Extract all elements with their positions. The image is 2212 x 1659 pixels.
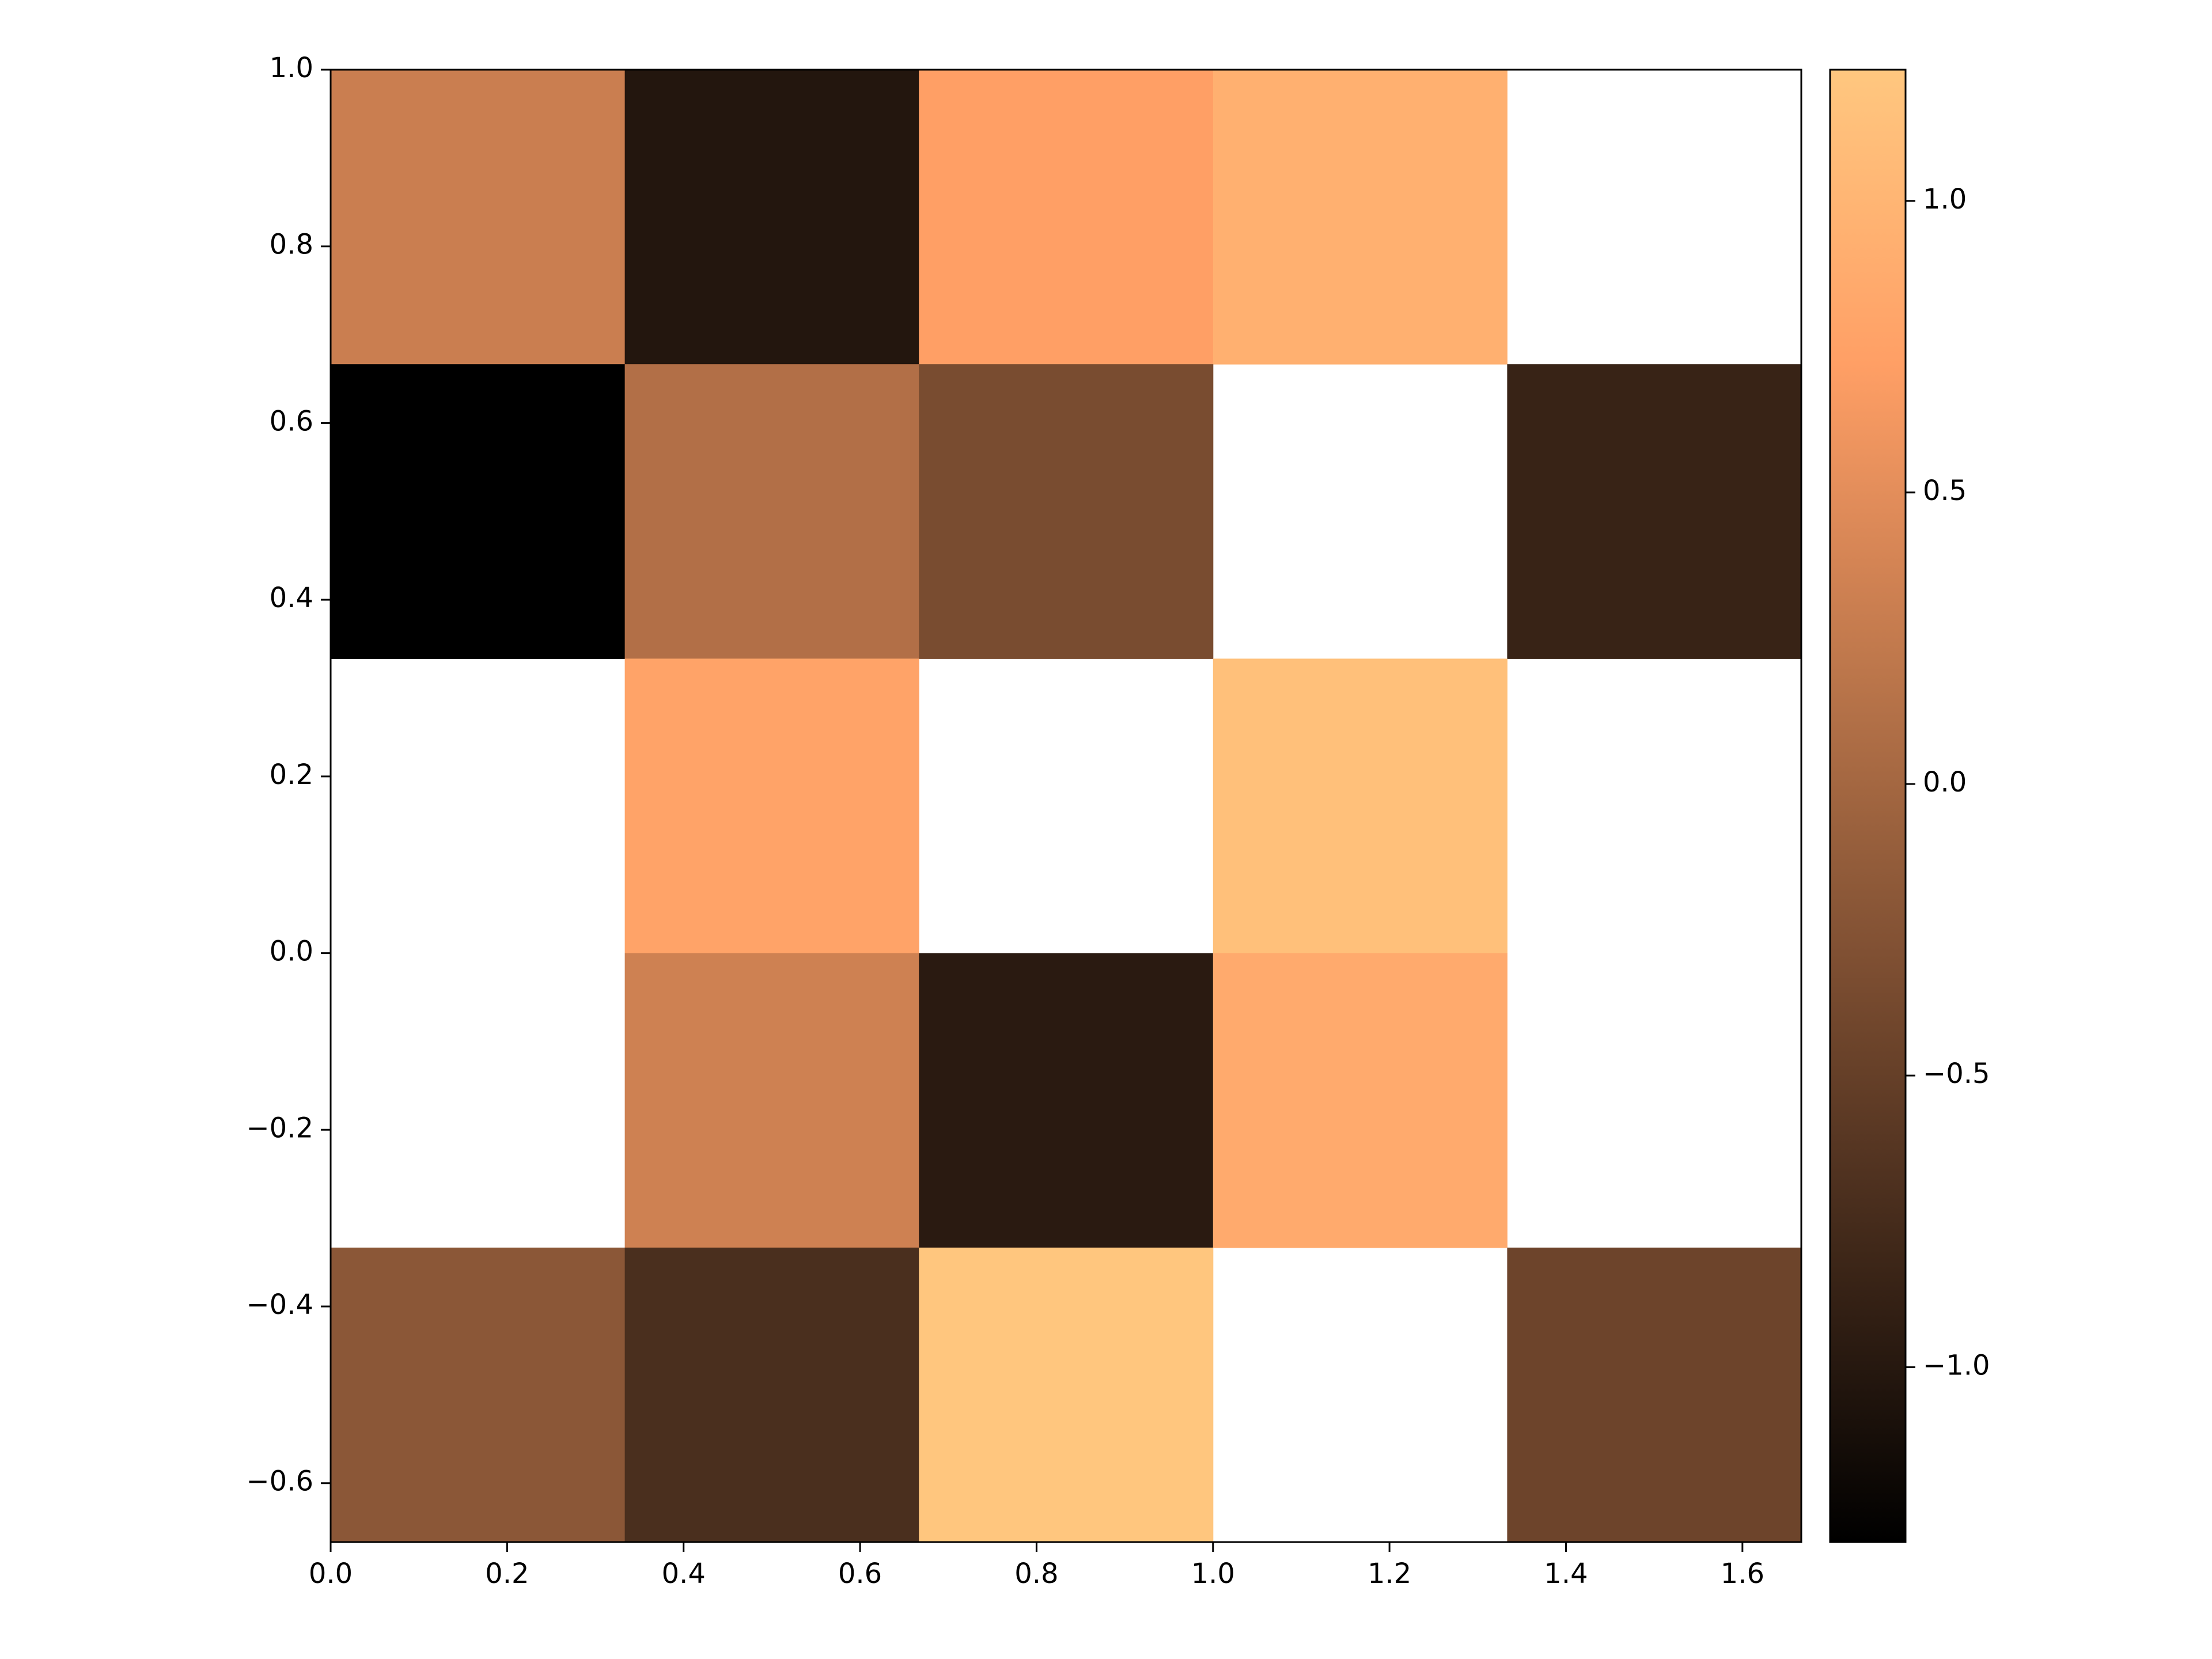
- x-tick-label: 1.4: [1544, 1558, 1588, 1590]
- heatmap-cell: [1213, 658, 1508, 954]
- x-tick-label: 1.0: [1191, 1558, 1235, 1590]
- colorbar: [1829, 69, 1907, 1543]
- colorbar-tick-label: 0.5: [1923, 475, 1967, 507]
- colorbar-tick-label: 0.0: [1923, 766, 1967, 798]
- y-tick-label: −0.2: [246, 1112, 313, 1144]
- colorbar-tick-label: 1.0: [1923, 183, 1967, 215]
- x-tick-label: 1.2: [1368, 1558, 1411, 1590]
- heatmap-cell: [919, 70, 1214, 365]
- x-tick-label: 0.0: [309, 1558, 353, 1590]
- heatmap-cell: [624, 953, 919, 1248]
- y-tick-label: −0.6: [246, 1465, 313, 1498]
- x-tick-label: 1.6: [1721, 1558, 1764, 1590]
- heatmap-cell: [624, 1247, 919, 1543]
- heatmap-cell: [919, 364, 1214, 659]
- y-tick-label: 0.8: [270, 229, 313, 261]
- heatmap-cell: [331, 70, 626, 365]
- heatmap-cell: [1213, 953, 1508, 1248]
- x-tick-label: 0.8: [1014, 1558, 1058, 1590]
- colorbar-tick-label: −0.5: [1923, 1058, 1990, 1090]
- heatmap-cell: [919, 953, 1214, 1248]
- heatmap-cell: [331, 1247, 626, 1543]
- heatmap-cell: [1507, 1247, 1802, 1543]
- heatmap-cell: [624, 658, 919, 954]
- heatmap-cell: [624, 70, 919, 365]
- heatmap-cell: [331, 364, 626, 659]
- colorbar-tick-label: −1.0: [1923, 1349, 1990, 1381]
- y-tick-label: 1.0: [270, 52, 313, 84]
- heatmap-cell: [1213, 70, 1508, 365]
- y-tick-label: 0.2: [270, 759, 313, 791]
- x-tick-label: 0.2: [485, 1558, 529, 1590]
- y-tick-label: 0.0: [270, 935, 313, 968]
- y-tick-label: −0.4: [246, 1289, 313, 1321]
- heatmap-cell: [624, 364, 919, 659]
- heatmap-cell: [1507, 364, 1802, 659]
- x-tick-label: 0.4: [662, 1558, 706, 1590]
- x-tick-label: 0.6: [838, 1558, 882, 1590]
- plot-frame: [329, 69, 1802, 1543]
- heatmap-cell: [919, 1247, 1214, 1543]
- y-tick-label: 0.6: [270, 405, 313, 437]
- y-tick-label: 0.4: [270, 582, 313, 614]
